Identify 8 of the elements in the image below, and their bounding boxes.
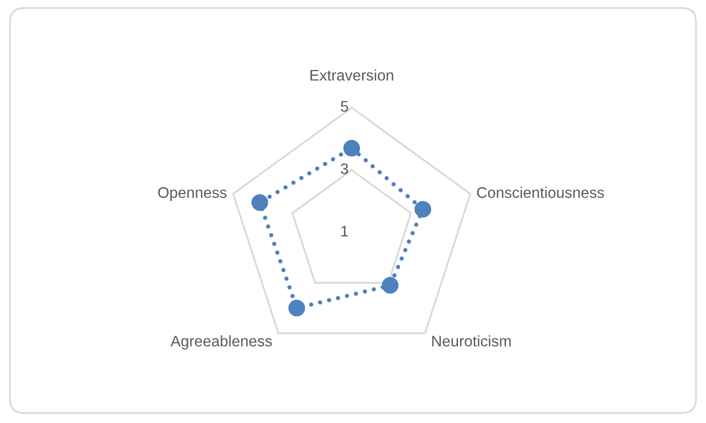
y-tick-label: 3 — [340, 163, 348, 174]
y-tick-label: 1 — [341, 226, 348, 236]
spoke-label: Extraversion — [310, 69, 394, 81]
spoke-label: Conscientiousness — [477, 186, 604, 198]
spoke-label: Agreeableness — [170, 335, 272, 350]
y-tick-label: 5 — [340, 101, 348, 112]
spoke-label: Neuroticism — [432, 335, 511, 347]
spoke-label: Openness — [158, 187, 227, 201]
